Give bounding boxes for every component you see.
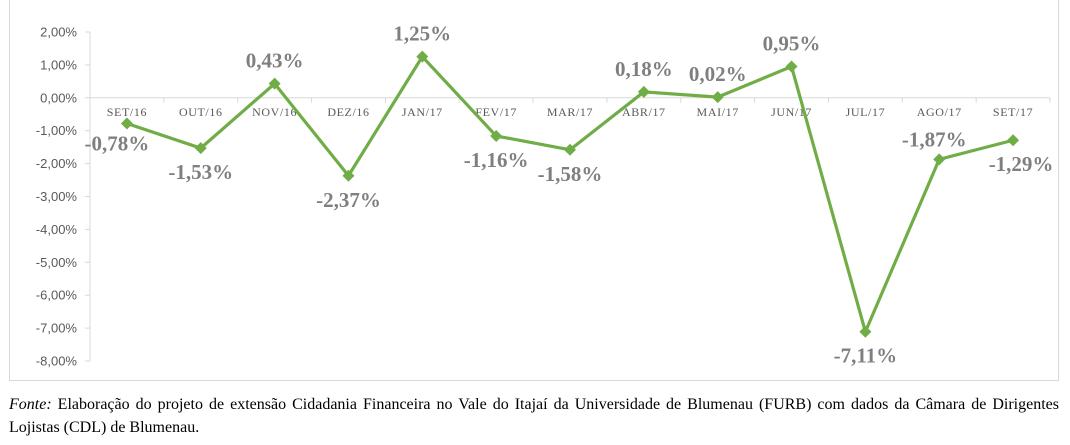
- data-label: 1,25%: [393, 22, 451, 46]
- data-point: [637, 85, 650, 98]
- line-chart: 2,00%1,00%0,00%-1,00%-2,00%-3,00%-4,00%-…: [36, 22, 1054, 369]
- x-tick-label: JAN/17: [402, 105, 443, 119]
- data-label: 0,18%: [615, 57, 673, 81]
- y-tick-label: -4,00%: [36, 222, 78, 237]
- x-tick-label: AGO/17: [917, 105, 962, 119]
- data-label: -1,87%: [902, 127, 967, 151]
- y-tick-label: -1,00%: [36, 123, 78, 138]
- y-tick-label: -3,00%: [36, 189, 78, 204]
- data-points: [120, 50, 1020, 338]
- data-label: -1,29%: [989, 152, 1054, 176]
- data-point: [490, 129, 503, 142]
- x-tick-label: MAI/17: [697, 105, 739, 119]
- y-tick-label: 2,00%: [40, 25, 77, 40]
- x-tick-label: OUT/16: [179, 105, 223, 119]
- y-tick-label: -5,00%: [36, 255, 78, 270]
- data-point: [416, 50, 429, 63]
- data-labels: -0,78% -1,53% 0,43% -2,37% 1,25% -1,16% -1,58%…: [85, 22, 1054, 368]
- data-point: [120, 117, 133, 130]
- x-tick-label: NOV/16: [252, 105, 297, 119]
- x-tick-label: MAR/17: [547, 105, 593, 119]
- x-tick-label: JUN/17: [771, 105, 812, 119]
- y-tick-label: 0,00%: [40, 90, 77, 105]
- data-label: -2,37%: [316, 188, 381, 212]
- data-label: 0,02%: [689, 62, 747, 86]
- y-tick-label: -8,00%: [36, 354, 78, 369]
- data-label: -1,53%: [168, 160, 233, 184]
- caption-source-label: Fonte:: [9, 396, 52, 413]
- data-point: [194, 142, 207, 155]
- x-tick-label: ABR/17: [622, 105, 666, 119]
- data-point: [859, 325, 872, 338]
- data-label: -7,11%: [834, 344, 898, 368]
- x-tick-label: JUL/17: [846, 105, 886, 119]
- data-label: -1,16%: [464, 148, 529, 172]
- x-tick-label: SET/16: [107, 105, 147, 119]
- data-point: [711, 91, 724, 104]
- data-point: [785, 60, 798, 73]
- x-tick-label: SET/17: [993, 105, 1033, 119]
- data-label: 0,43%: [246, 49, 304, 73]
- x-tick-label: FEV/17: [475, 105, 517, 119]
- data-point: [1007, 134, 1020, 147]
- y-tick-label: -6,00%: [36, 288, 78, 303]
- data-point: [342, 169, 355, 182]
- y-tick-label: 1,00%: [40, 57, 77, 72]
- data-point: [933, 153, 946, 166]
- caption-text: Elaboração do projeto de extensão Cidada…: [9, 396, 1059, 436]
- data-point: [268, 77, 281, 90]
- data-point: [564, 143, 576, 156]
- x-axis: SET/16 OUT/16 NOV/16 DEZ/16 JAN/17 FEV/17 MAR/…: [89, 97, 1051, 119]
- figure-caption: Fonte: Elaboração do projeto de extensão…: [9, 393, 1059, 439]
- chart-frame: 2,00% 1,00% 0,00% -1,00% -2,00% -3,00% -4,00% -…: [9, 0, 1059, 381]
- data-label: -1,58%: [538, 162, 603, 186]
- y-tick-label: -7,00%: [36, 321, 78, 336]
- y-tick-label: -2,00%: [36, 156, 78, 171]
- x-tick-label: DEZ/16: [327, 105, 369, 119]
- data-label: 0,95%: [763, 32, 821, 56]
- y-axis: 2,00% 1,00% 0,00% -1,00% -2,00% -3,00% -4,00% -…: [36, 25, 91, 369]
- data-label: -0,78%: [85, 131, 150, 155]
